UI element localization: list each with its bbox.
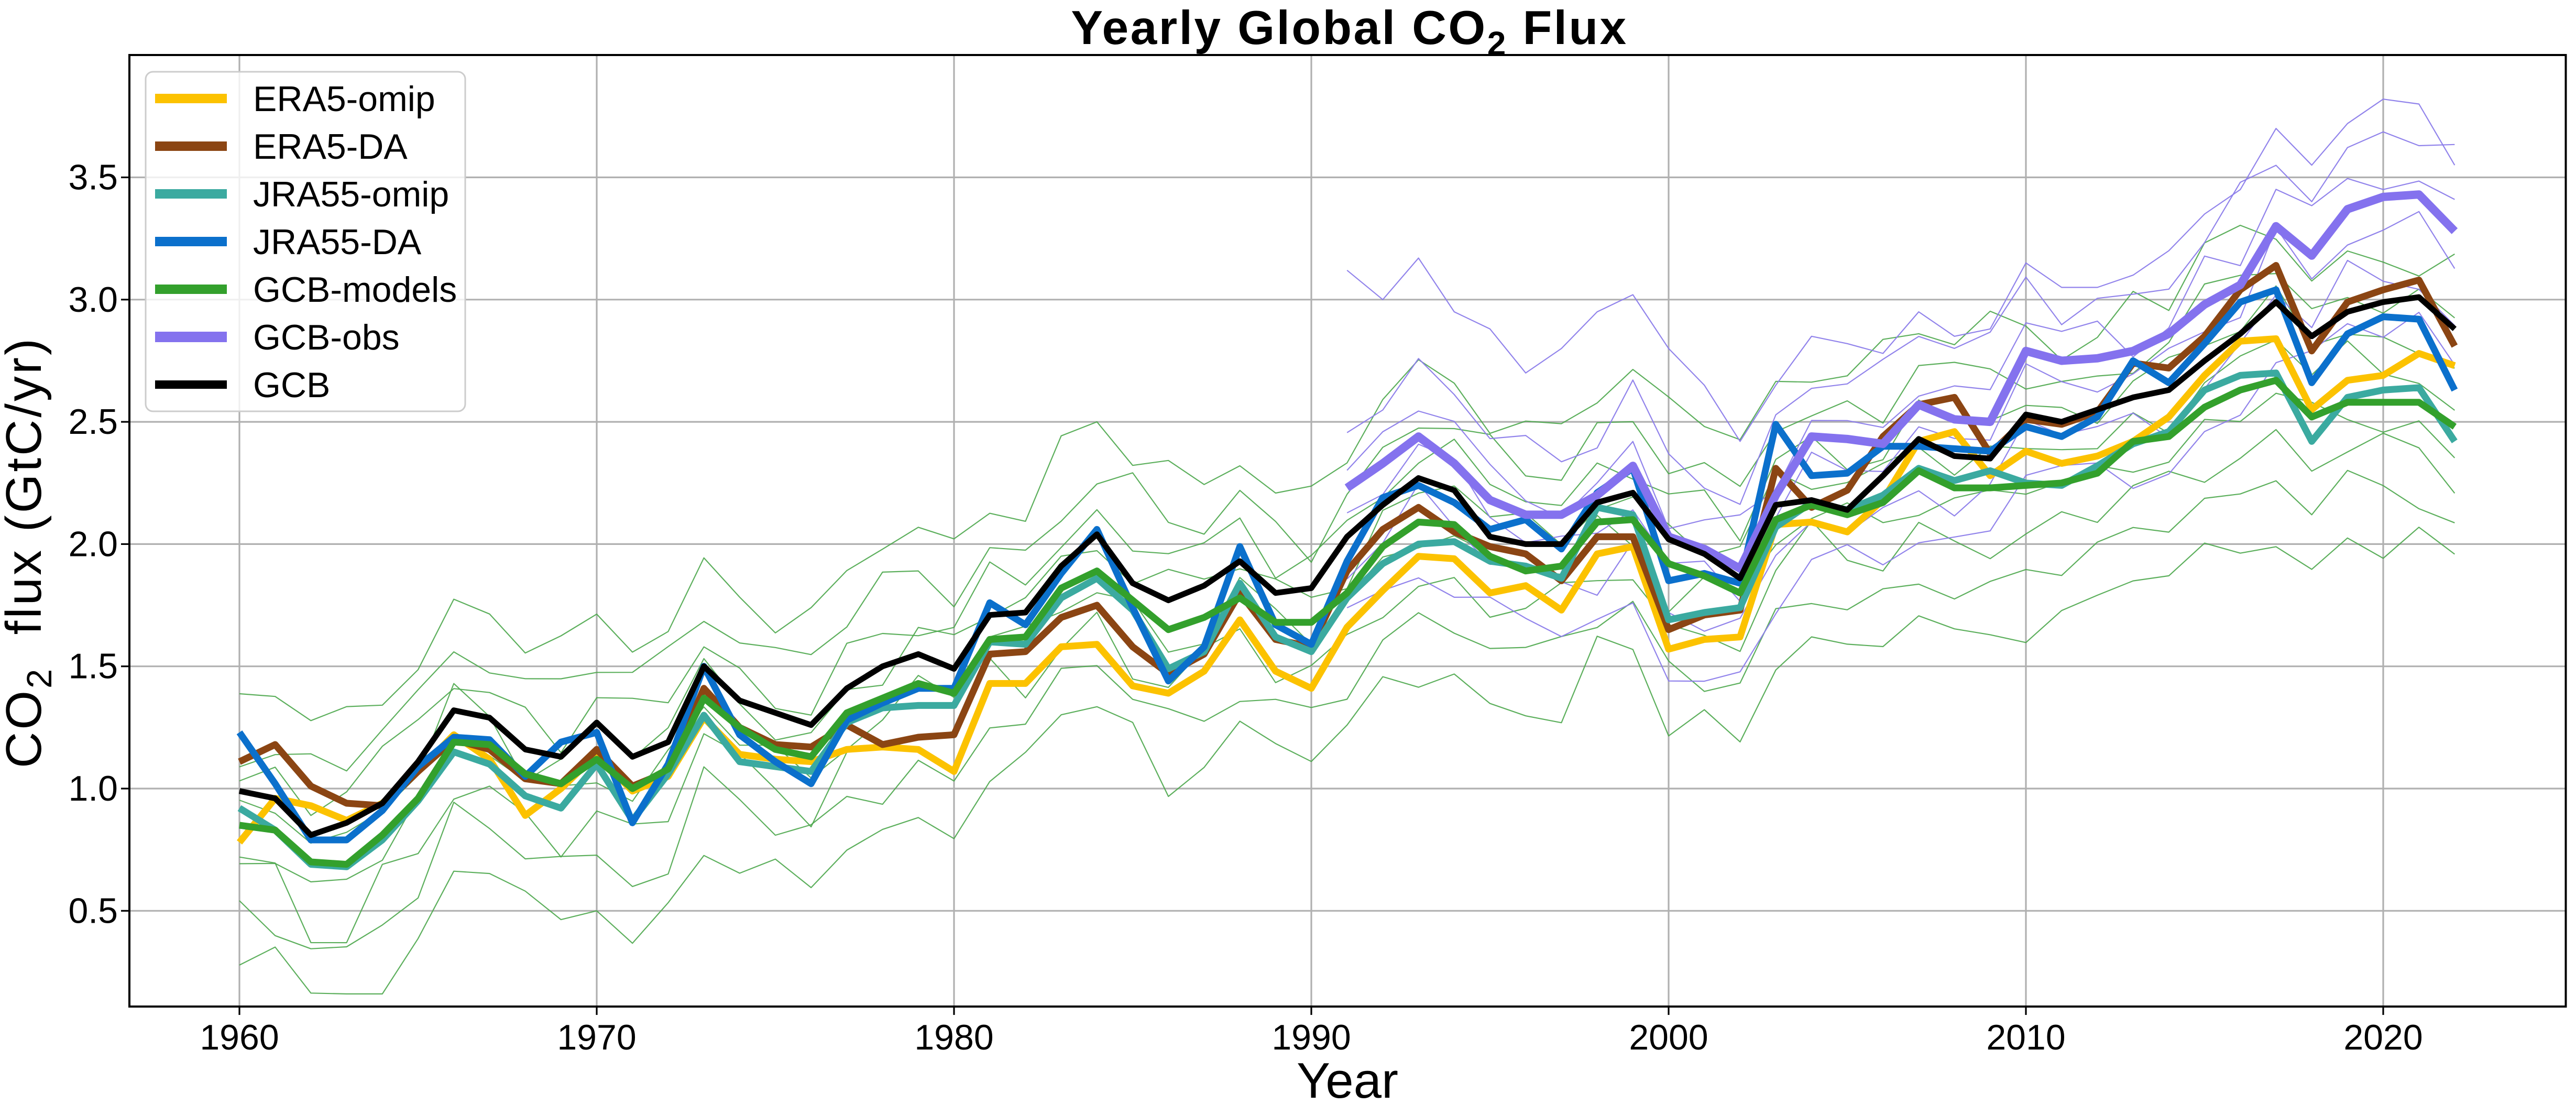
svg-text:1980: 1980 [914,1018,993,1057]
svg-text:1960: 1960 [200,1018,279,1057]
svg-text:0.5: 0.5 [68,891,118,931]
svg-text:Year: Year [1297,1053,1398,1104]
svg-text:ERA5-omip: ERA5-omip [253,79,435,119]
svg-text:2.5: 2.5 [68,402,118,442]
svg-text:1.5: 1.5 [68,647,118,686]
svg-text:1990: 1990 [1271,1018,1351,1057]
svg-text:JRA55-omip: JRA55-omip [253,174,449,214]
svg-text:1.0: 1.0 [68,769,118,808]
svg-text:3.0: 3.0 [68,280,118,320]
svg-text:GCB: GCB [253,365,330,405]
svg-text:GCB-models: GCB-models [253,270,457,310]
svg-text:2.0: 2.0 [68,524,118,564]
svg-text:ERA5-DA: ERA5-DA [253,127,408,167]
svg-text:2020: 2020 [2343,1018,2422,1057]
svg-text:1970: 1970 [557,1018,636,1057]
svg-text:CO2 flux (GtC/yr): CO2 flux (GtC/yr) [0,336,59,768]
svg-text:3.5: 3.5 [68,158,118,198]
svg-text:JRA55-DA: JRA55-DA [253,222,422,262]
svg-text:2000: 2000 [1629,1018,1708,1057]
svg-text:Yearly Global CO2 Flux: Yearly Global CO2 Flux [1071,2,1628,62]
svg-text:GCB-obs: GCB-obs [253,318,400,357]
svg-text:2010: 2010 [1986,1018,2065,1057]
